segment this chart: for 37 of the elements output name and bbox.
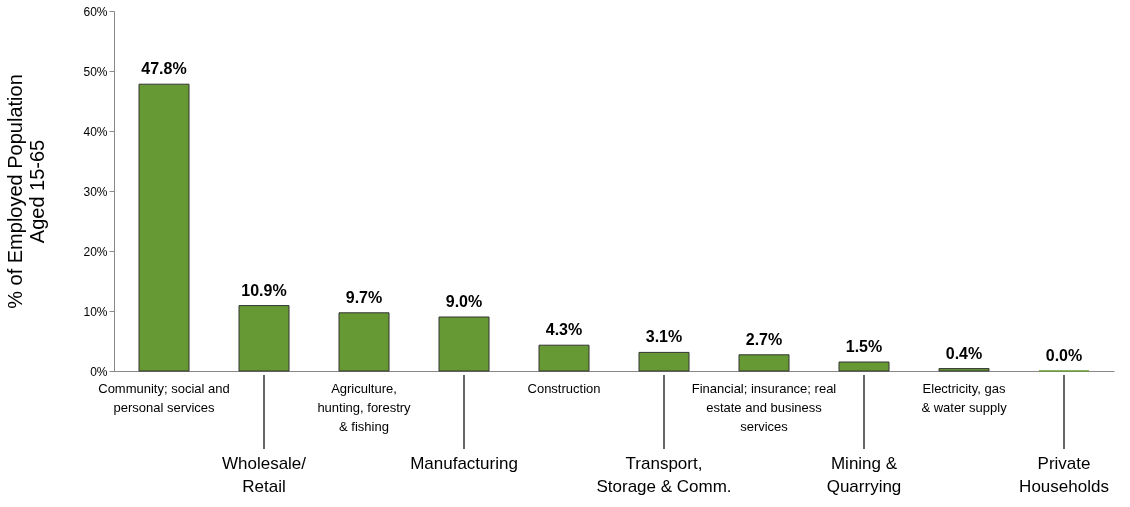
data-label: 3.1%: [645, 328, 683, 346]
bar: [338, 312, 390, 372]
x-tick-label: Private Households: [1019, 454, 1109, 496]
y-tick-label: 60%: [83, 4, 108, 19]
data-label: 47.8%: [141, 60, 187, 78]
y-tick-label: 10%: [83, 304, 108, 319]
data-label: 10.9%: [241, 281, 287, 299]
y-tick-label: 50%: [83, 64, 108, 79]
data-label: 4.3%: [545, 321, 583, 339]
data-label: 2.7%: [745, 330, 783, 348]
y-axis-title: % of Employed Population Aged 15-65: [4, 74, 49, 309]
bar: [238, 305, 290, 372]
bar: [538, 344, 590, 372]
bar: [638, 351, 690, 372]
bar: [138, 83, 190, 372]
x-tick-label: Electricity, gas & water supply: [921, 381, 1008, 415]
x-tick-label: Manufacturing: [410, 454, 518, 473]
data-label: 9.7%: [345, 288, 383, 306]
x-tick-label: Financial; insurance; real estate and business services: [691, 381, 837, 434]
y-tick-label: 0%: [90, 364, 108, 379]
bar: [438, 316, 490, 372]
x-tick-label: Agriculture, hunting, forestry & fishing: [317, 381, 412, 434]
data-label: 9.0%: [445, 293, 483, 310]
y-tick-label: 40%: [83, 124, 108, 139]
x-tick-label: Mining & Quarrying: [826, 454, 902, 496]
data-label: 1.5%: [845, 338, 883, 355]
bar: [738, 354, 790, 372]
bar: [838, 361, 890, 372]
y-tick-label: 30%: [83, 184, 108, 199]
x-tick-label: Community; social and personal services: [98, 381, 230, 415]
x-tick-label: Wholesale/ Retail: [221, 454, 307, 496]
x-tick-label: Transport, Storage & Comm.: [596, 454, 732, 496]
bar: [938, 368, 990, 372]
data-label: 0.4%: [945, 344, 983, 362]
data-label: 0.0%: [1045, 347, 1083, 364]
y-tick-label: 20%: [83, 244, 108, 259]
x-tick-label: Construction: [527, 381, 601, 396]
